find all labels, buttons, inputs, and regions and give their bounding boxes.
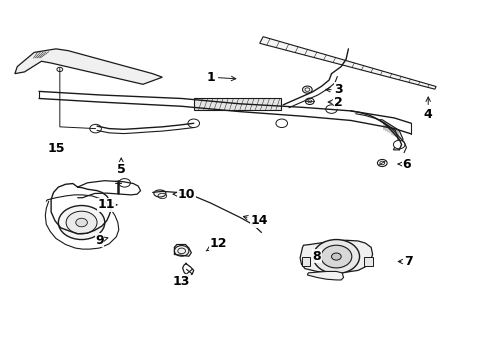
Polygon shape <box>193 99 280 110</box>
Bar <box>364 257 372 266</box>
Circle shape <box>187 119 199 127</box>
Circle shape <box>58 206 104 239</box>
Text: 15: 15 <box>47 141 64 154</box>
Text: 8: 8 <box>312 250 321 263</box>
Circle shape <box>90 124 101 133</box>
Circle shape <box>76 218 87 227</box>
Text: 10: 10 <box>173 188 195 201</box>
Circle shape <box>66 211 97 234</box>
Circle shape <box>312 239 359 274</box>
Circle shape <box>305 98 313 104</box>
Text: 4: 4 <box>423 97 432 121</box>
Text: 14: 14 <box>243 214 267 227</box>
Polygon shape <box>15 49 162 84</box>
Circle shape <box>174 246 188 256</box>
Circle shape <box>119 179 130 187</box>
Text: 5: 5 <box>117 158 125 176</box>
Circle shape <box>331 253 341 260</box>
Circle shape <box>275 119 287 127</box>
Text: 1: 1 <box>206 71 235 84</box>
Bar <box>301 257 309 266</box>
Polygon shape <box>300 240 372 273</box>
Circle shape <box>325 105 337 113</box>
Text: 6: 6 <box>397 158 410 171</box>
Circle shape <box>377 159 386 167</box>
Text: 2: 2 <box>327 95 343 108</box>
Polygon shape <box>378 120 402 150</box>
Polygon shape <box>307 271 343 280</box>
Text: 11: 11 <box>98 198 117 211</box>
Text: 3: 3 <box>325 83 343 96</box>
Text: 13: 13 <box>173 275 190 288</box>
Circle shape <box>393 140 404 149</box>
Text: 9: 9 <box>95 234 108 247</box>
Circle shape <box>320 245 351 268</box>
Polygon shape <box>259 37 435 89</box>
Circle shape <box>302 86 311 93</box>
Ellipse shape <box>154 190 165 197</box>
Text: 12: 12 <box>206 237 226 251</box>
Text: 7: 7 <box>397 255 412 268</box>
